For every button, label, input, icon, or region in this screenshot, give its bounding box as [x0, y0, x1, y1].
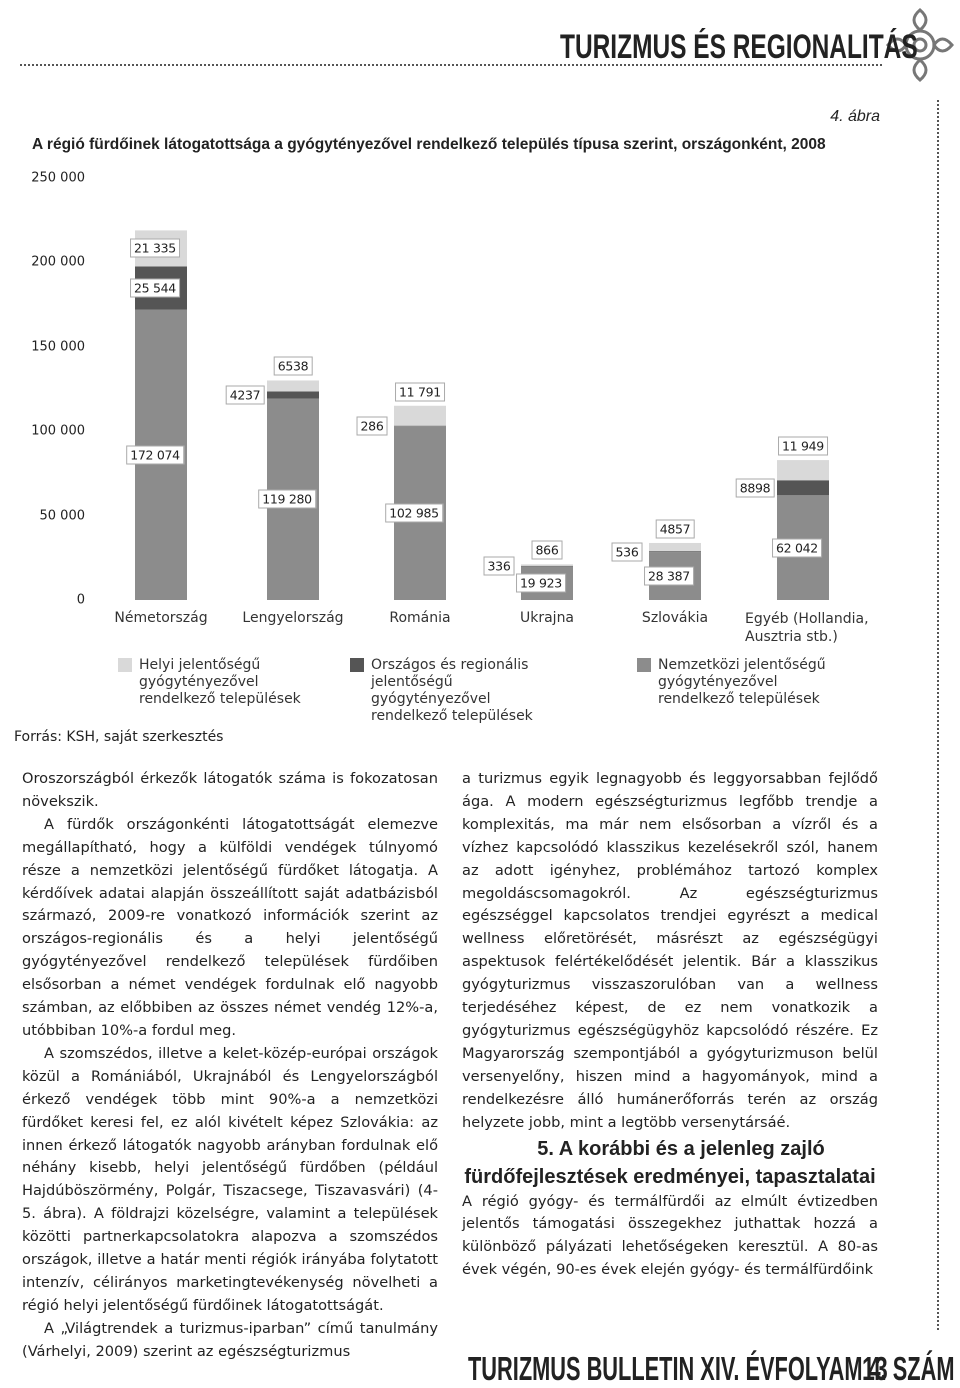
value-label: 19 923: [516, 574, 566, 593]
value-label: 62 042: [772, 538, 822, 557]
value-label: 286: [357, 416, 388, 435]
legend-swatch: [118, 658, 132, 672]
value-label: 172 074: [126, 445, 184, 464]
legend-label: Országos és regionális jelentőségű gyógy…: [371, 657, 561, 725]
x-tick-label: Németország: [114, 610, 207, 626]
paragraph: A régió gyógy- és termálfürdői az elmúlt…: [462, 1191, 878, 1283]
y-tick-label: 0: [5, 593, 85, 608]
value-label: 11 949: [778, 437, 828, 456]
chart: 0 50 000 100 000 150 000 200 000 250 000 Német…: [0, 0, 960, 760]
bar-segment: [649, 543, 701, 551]
x-tick-label: Szlovákia: [642, 610, 708, 626]
value-label: 102 985: [385, 504, 443, 523]
legend-swatch: [637, 658, 651, 672]
legend-label: Helyi jelentőségű gyógytényezővel rendel…: [139, 657, 329, 708]
value-label: 25 544: [130, 278, 180, 297]
x-tick-label: Lengyelország: [242, 610, 343, 626]
bar-segment: [394, 406, 446, 426]
bar-segment: [649, 551, 701, 552]
value-label: 4237: [226, 386, 265, 405]
left-column: Oroszországból érkezők látogatók száma i…: [22, 768, 438, 1364]
paragraph: Oroszországból érkezők látogatók száma i…: [22, 768, 438, 814]
right-column: a turizmus egyik legnagyobb és leggyorsa…: [462, 768, 878, 1282]
y-tick-label: 100 000: [5, 424, 85, 439]
paragraph: A fürdők országonkénti látogatottságát e…: [22, 814, 438, 1043]
source: Forrás: KSH, saját szerkesztés: [14, 729, 223, 745]
x-tick-label: Románia: [389, 610, 450, 626]
y-tick-label: 250 000: [5, 171, 85, 186]
bar-segment: [267, 380, 319, 391]
legend-label: Nemzetközi jelentőségű gyógytényezővel r…: [658, 657, 848, 708]
paragraph: a turizmus egyik legnagyobb és leggyorsa…: [462, 768, 878, 1135]
value-label: 4857: [656, 519, 695, 538]
value-label: 11 791: [395, 382, 445, 401]
chart-marks: [0, 0, 960, 760]
x-tick-label: Egyéb (Hollandia, Ausztria stb.): [745, 610, 875, 646]
bar-segment: [777, 480, 829, 495]
value-label: 536: [612, 542, 643, 561]
legend-swatch: [350, 658, 364, 672]
y-tick-label: 200 000: [5, 255, 85, 270]
x-tick-label: Ukrajna: [520, 610, 574, 626]
bar-segment: [521, 564, 573, 565]
page-number: 13: [862, 1350, 888, 1388]
bar-segment: [521, 566, 573, 567]
value-label: 8898: [736, 478, 775, 497]
value-label: 28 387: [644, 567, 694, 586]
section-heading: 5. A korábbi és a jelenleg zajló fürdőfe…: [462, 1135, 878, 1191]
value-label: 6538: [274, 357, 313, 376]
value-label: 21 335: [130, 239, 180, 258]
paragraph: A „Világtrendek a turizmus-iparban” című…: [22, 1318, 438, 1364]
value-label: 119 280: [258, 490, 316, 509]
value-label: 866: [532, 541, 563, 560]
paragraph: A szomszédos, illetve a kelet-közép-euró…: [22, 1043, 438, 1318]
bar-segment: [777, 460, 829, 480]
bar-segment: [267, 392, 319, 399]
y-tick-label: 150 000: [5, 339, 85, 354]
y-tick-label: 50 000: [5, 508, 85, 523]
value-label: 336: [484, 557, 515, 576]
